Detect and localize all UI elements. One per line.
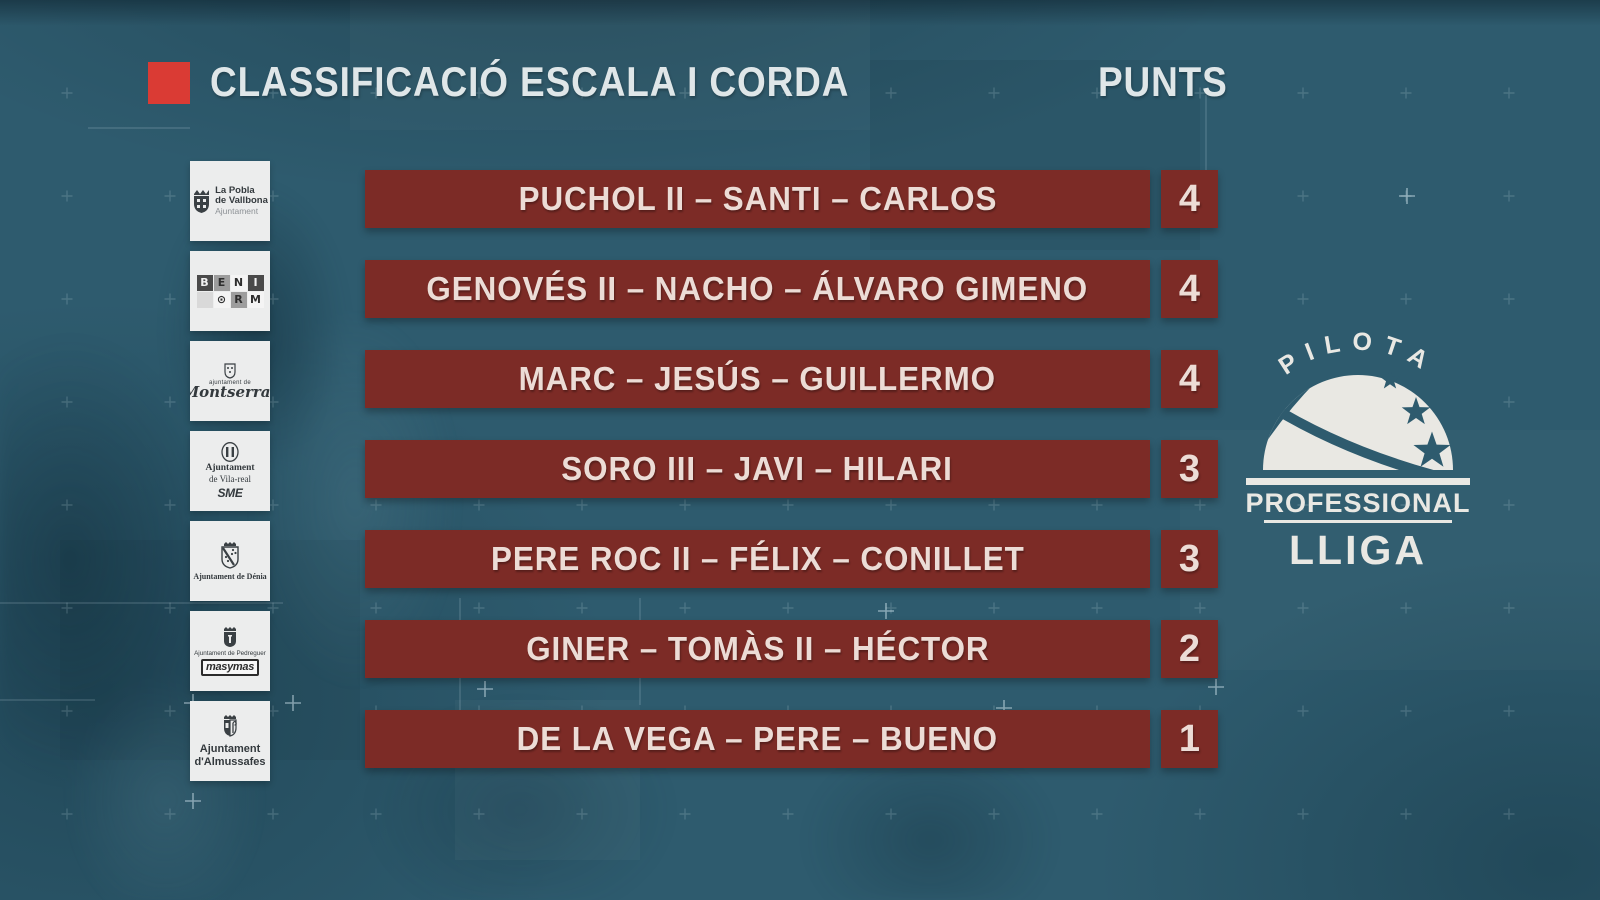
team-bar: GENOVÉS II – NACHO – ÁLVARO GIMENO [365, 260, 1150, 318]
league-logo-lliga-text: LLIGA [1289, 527, 1427, 573]
sponsor-text: Montserrat [190, 382, 270, 401]
table-row: Ajuntament de Dénia PERE ROC II – FÉLIX … [0, 521, 1600, 601]
sponsor-logo-montserrat: ajuntament de Montserrat [190, 341, 270, 421]
team-names: GINER – TOMÀS II – HÉCTOR [525, 630, 990, 667]
sponsor-logo-vila-real: Ajuntament de Vila-real SME [190, 431, 270, 511]
sponsor-logo-benidorm: B E N I ⊙ R M [190, 251, 270, 331]
table-row: Ajuntament d'Almussafes DE LA VEGA – PER… [0, 701, 1600, 781]
team-names: GENOVÉS II – NACHO – ÁLVARO GIMENO [426, 270, 1089, 307]
points-value: 1 [1161, 710, 1218, 768]
vila-real-crest-icon [221, 442, 239, 463]
team-bar: GINER – TOMÀS II – HÉCTOR [365, 620, 1150, 678]
sponsor-text: de Vila-real [208, 474, 252, 485]
points-value: 4 [1161, 170, 1218, 228]
team-names: PUCHOL II – SANTI – CARLOS [518, 180, 997, 217]
table-row: Ajuntament de Pedreguer masymas GINER – … [0, 611, 1600, 691]
table-row: B E N I ⊙ R M GENOVÉS II – NACHO – ÁLVAR… [0, 251, 1600, 331]
table-row: La Pobla de Vallbona Ajuntament PUCHOL I… [0, 161, 1600, 241]
league-logo-professional-text: PROFESSIONAL [1245, 488, 1470, 518]
team-bar: PUCHOL II – SANTI – CARLOS [365, 170, 1150, 228]
benidorm-tiles-icon: B E N I ⊙ R M [196, 274, 264, 308]
denia-crest-icon [221, 542, 239, 569]
sponsor-text: Ajuntament [205, 463, 255, 474]
sponsor-text: Ajuntament [215, 205, 259, 216]
sponsor-logo-denia: Ajuntament de Dénia [190, 521, 270, 601]
league-logo-arc-text: PILOTA [1274, 327, 1442, 380]
pedreguer-crest-icon [224, 627, 236, 647]
almussafes-crest-icon [224, 715, 237, 737]
title-accent-square [148, 62, 190, 104]
team-bar: SORO III – JAVI – HILARI [365, 440, 1150, 498]
sponsor-logo-la-pobla-de-vallbona: La Pobla de Vallbona Ajuntament [190, 161, 270, 241]
sponsor-text: de Vallbona [215, 195, 268, 207]
sponsor-brand-sme: SME [217, 485, 243, 500]
la-pobla-crest-icon [194, 189, 210, 213]
team-bar: PERE ROC II – FÉLIX – CONILLET [365, 530, 1150, 588]
team-names: MARC – JESÚS – GUILLERMO [518, 360, 997, 397]
sponsor-text: d'Almussafes [194, 755, 266, 768]
points-value: 3 [1161, 530, 1218, 588]
points-column-header: PUNTS [1098, 58, 1228, 105]
points-value: 2 [1161, 620, 1218, 678]
team-names: DE LA VEGA – PERE – BUENO [516, 720, 999, 757]
team-names: PERE ROC II – FÉLIX – CONILLET [490, 540, 1025, 577]
sponsor-text: Ajuntament de Dénia [193, 572, 267, 581]
pilota-professional-lliga-logo: PILOTA PROFESSIONAL LLIGA [1245, 327, 1470, 573]
points-value: 4 [1161, 350, 1218, 408]
team-bar: DE LA VEGA – PERE – BUENO [365, 710, 1150, 768]
sponsor-brand-masymas: masymas [200, 659, 260, 676]
team-bar: MARC – JESÚS – GUILLERMO [365, 350, 1150, 408]
table-row: ajuntament de Montserrat MARC – JESÚS – … [0, 341, 1600, 421]
points-value: 3 [1161, 440, 1218, 498]
sponsor-logo-pedreguer: Ajuntament de Pedreguer masymas [190, 611, 270, 691]
sponsor-text: Ajuntament de Pedreguer [194, 650, 266, 657]
points-value: 4 [1161, 260, 1218, 318]
table-row: Ajuntament de Vila-real SME SORO III – J… [0, 431, 1600, 511]
sponsor-logo-almussafes: Ajuntament d'Almussafes [190, 701, 270, 781]
sponsor-text: La Pobla [215, 185, 255, 197]
sponsor-text: ajuntament de [209, 379, 251, 386]
page-title: CLASSIFICACIÓ ESCALA I CORDA [210, 58, 850, 105]
sponsor-text: Ajuntament [199, 743, 261, 756]
team-names: SORO III – JAVI – HILARI [561, 450, 954, 487]
montserrat-crest-icon [224, 362, 236, 379]
ball-dome-icon [1263, 375, 1453, 470]
